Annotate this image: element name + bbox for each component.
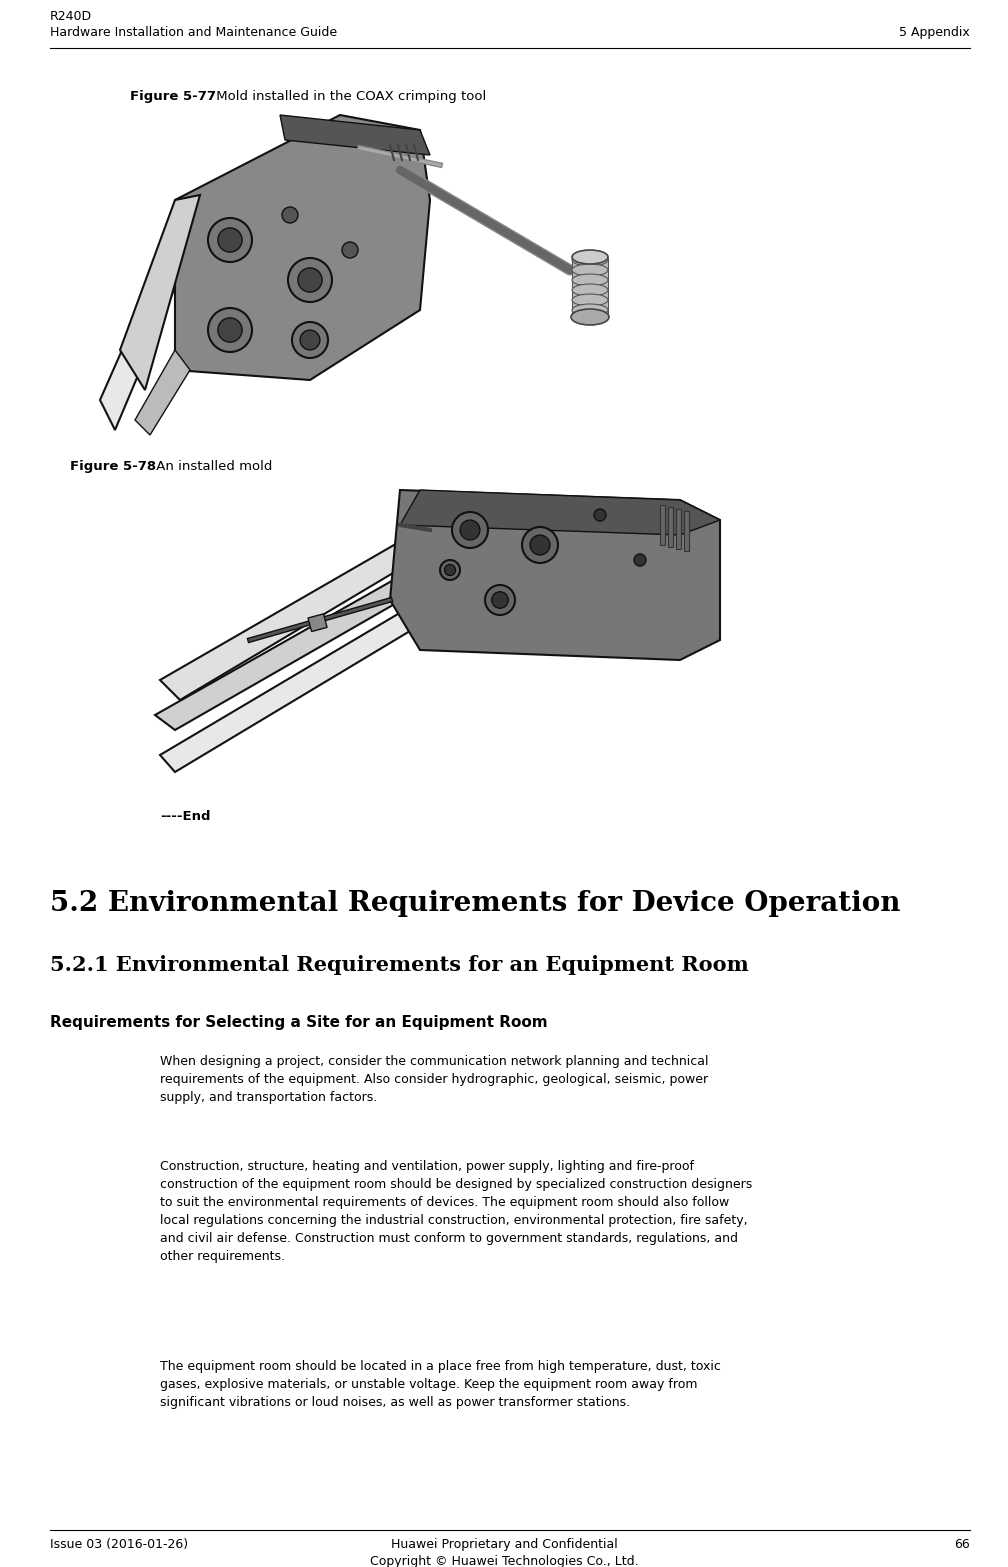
Text: R240D: R240D	[50, 9, 92, 24]
Circle shape	[594, 509, 606, 520]
Ellipse shape	[571, 309, 609, 324]
Text: ----End: ----End	[160, 810, 211, 823]
Circle shape	[530, 534, 550, 555]
Ellipse shape	[572, 251, 608, 263]
Circle shape	[445, 564, 456, 575]
Text: When designing a project, consider the communication network planning and techni: When designing a project, consider the c…	[160, 1055, 709, 1105]
Text: An installed mold: An installed mold	[152, 461, 272, 473]
Text: Figure 5-78: Figure 5-78	[70, 461, 156, 473]
Text: Mold installed in the COAX crimping tool: Mold installed in the COAX crimping tool	[212, 89, 486, 103]
Polygon shape	[280, 114, 430, 155]
Circle shape	[460, 520, 480, 541]
Circle shape	[298, 268, 323, 291]
Circle shape	[492, 592, 508, 608]
Circle shape	[452, 512, 488, 548]
Text: 66: 66	[955, 1537, 970, 1551]
Ellipse shape	[572, 304, 608, 317]
Ellipse shape	[572, 274, 608, 287]
Ellipse shape	[572, 295, 608, 306]
Polygon shape	[160, 595, 445, 773]
Bar	[308, 614, 327, 632]
Text: The equipment room should be located in a place free from high temperature, dust: The equipment room should be located in …	[160, 1360, 721, 1409]
Text: Huawei Proprietary and Confidential
Copyright © Huawei Technologies Co., Ltd.: Huawei Proprietary and Confidential Copy…	[370, 1537, 638, 1567]
Text: Construction, structure, heating and ventilation, power supply, lighting and fir: Construction, structure, heating and ven…	[160, 1160, 752, 1263]
Circle shape	[292, 321, 328, 357]
Circle shape	[634, 555, 646, 566]
Polygon shape	[400, 490, 720, 534]
Polygon shape	[135, 349, 190, 436]
Circle shape	[208, 218, 252, 262]
Polygon shape	[155, 566, 440, 730]
Ellipse shape	[572, 263, 608, 276]
Polygon shape	[175, 114, 430, 381]
Circle shape	[522, 527, 558, 563]
Circle shape	[342, 241, 358, 259]
Circle shape	[288, 259, 332, 302]
Text: Issue 03 (2016-01-26): Issue 03 (2016-01-26)	[50, 1537, 188, 1551]
Text: Requirements for Selecting a Site for an Equipment Room: Requirements for Selecting a Site for an…	[50, 1015, 547, 1030]
Polygon shape	[120, 194, 200, 390]
Text: Figure 5-77: Figure 5-77	[130, 89, 216, 103]
Circle shape	[440, 559, 460, 580]
Polygon shape	[160, 530, 440, 700]
Polygon shape	[668, 508, 673, 547]
Text: 5 Appendix: 5 Appendix	[899, 27, 970, 39]
Circle shape	[282, 207, 298, 223]
Circle shape	[208, 309, 252, 353]
Text: 5.2.1 Environmental Requirements for an Equipment Room: 5.2.1 Environmental Requirements for an …	[50, 954, 749, 975]
Polygon shape	[100, 230, 195, 429]
Circle shape	[300, 331, 320, 349]
Polygon shape	[676, 509, 681, 548]
Ellipse shape	[572, 254, 608, 266]
Text: 5.2 Environmental Requirements for Device Operation: 5.2 Environmental Requirements for Devic…	[50, 890, 900, 917]
Polygon shape	[684, 511, 689, 552]
Circle shape	[485, 584, 515, 614]
Ellipse shape	[572, 284, 608, 296]
Polygon shape	[660, 505, 665, 545]
Polygon shape	[390, 490, 720, 660]
Text: Hardware Installation and Maintenance Guide: Hardware Installation and Maintenance Gu…	[50, 27, 337, 39]
Circle shape	[218, 318, 242, 342]
Bar	[572, 259, 608, 318]
Circle shape	[218, 227, 242, 252]
